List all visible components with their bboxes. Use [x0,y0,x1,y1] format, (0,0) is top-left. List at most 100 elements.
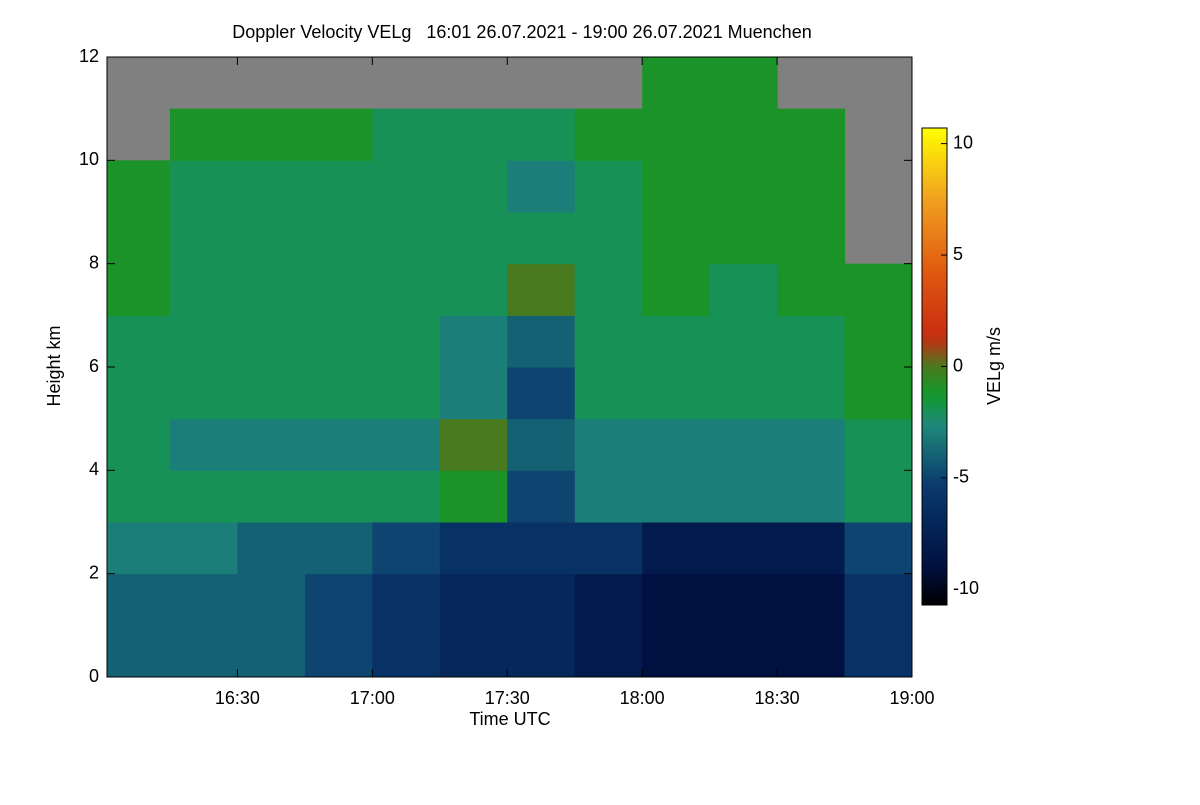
heatmap-cell [709,470,778,523]
heatmap-cell [107,418,171,471]
heatmap-cell [107,212,171,265]
heatmap-cell [237,470,306,523]
x-tick-label: 18:30 [755,688,800,708]
heatmap-cell [169,160,238,213]
heatmap-cell [372,573,441,626]
heatmap-cell [709,522,778,575]
heatmap-cell [777,522,846,575]
heatmap-cell [844,470,913,523]
heatmap-cell [574,625,643,678]
heatmap-cell [439,573,508,626]
heatmap-cell [304,522,373,575]
y-tick-label: 6 [89,356,99,376]
heatmap-cell [304,315,373,368]
heatmap-cell [844,418,913,471]
heatmap-cell [844,625,913,678]
heatmap-cell [237,367,306,420]
heatmap-cell [507,625,576,678]
heatmap-cell [372,367,441,420]
colorbar-tick-label: -10 [953,578,979,598]
heatmap-cell [642,367,711,420]
heatmap-cell [844,315,913,368]
heatmap-cell [304,418,373,471]
heatmap-cell [777,573,846,626]
heatmap-cell [709,108,778,161]
heatmap-cell [237,315,306,368]
heatmap-cell [169,263,238,316]
y-tick-label: 10 [79,149,99,169]
x-tick-label: 18:00 [620,688,665,708]
heatmap-cell [709,263,778,316]
heatmap-cell [777,108,846,161]
heatmap-cell [439,315,508,368]
x-axis-label: Time UTC [469,709,550,729]
heatmap-cell [709,367,778,420]
heatmap-cell [439,212,508,265]
heatmap-cell [372,625,441,678]
heatmap-cell [169,573,238,626]
heatmap-cell [107,160,171,213]
heatmap-cell [642,470,711,523]
heatmap-cell [709,418,778,471]
heatmap-cell [709,57,778,110]
heatmap-cell [107,315,171,368]
y-tick-label: 8 [89,252,99,272]
heatmap-cell [507,522,576,575]
heatmap-cell [304,573,373,626]
heatmap-cell [439,418,508,471]
heatmap-cell [372,418,441,471]
heatmap-cell [237,625,306,678]
y-axis-label: Height km [44,325,64,406]
heatmap-cell [709,625,778,678]
heatmap-cell [709,212,778,265]
heatmap-cell [642,108,711,161]
heatmap-cell [642,263,711,316]
heatmap-cell [574,367,643,420]
colorbar-tick-label: 5 [953,244,963,264]
heatmap-cell [642,418,711,471]
heatmap-cell [642,57,711,110]
heatmap-cell [439,367,508,420]
heatmap-cell [574,315,643,368]
heatmap-cell [107,573,171,626]
x-tick-label: 17:00 [350,688,395,708]
y-tick-label: 12 [79,46,99,66]
heatmap-cell [777,212,846,265]
heatmap-cell [507,470,576,523]
heatmap-cell [439,625,508,678]
heatmap-cell [237,160,306,213]
heatmap-cell [237,263,306,316]
heatmap-cell [642,160,711,213]
heatmap-cell [107,263,171,316]
y-tick-label: 0 [89,666,99,686]
heatmap-cell [507,108,576,161]
heatmap-cell [169,367,238,420]
heatmap-cell [642,573,711,626]
heatmap-cell [507,367,576,420]
heatmap-cell [169,315,238,368]
heatmap-cell [574,573,643,626]
heatmap-cell [507,315,576,368]
heatmap-cell [439,160,508,213]
heatmap-cell [169,522,238,575]
heatmap-cell [507,418,576,471]
heatmap-cell [107,470,171,523]
heatmap-cell [237,573,306,626]
heatmap-cell [777,470,846,523]
heatmap-cell [844,263,913,316]
heatmap-cell [844,522,913,575]
y-tick-label: 4 [89,459,99,479]
y-tick-label: 2 [89,562,99,582]
heatmap-cell [169,212,238,265]
heatmap-cell [372,315,441,368]
heatmap-cell [574,212,643,265]
heatmap-cell [844,573,913,626]
heatmap-cell [709,315,778,368]
chart-title: Doppler Velocity VELg 16:01 26.07.2021 -… [232,22,811,42]
heatmap-cell [107,367,171,420]
heatmap-cell [372,108,441,161]
colorbar-label: VELg m/s [984,327,1004,405]
heatmap-cell [169,470,238,523]
